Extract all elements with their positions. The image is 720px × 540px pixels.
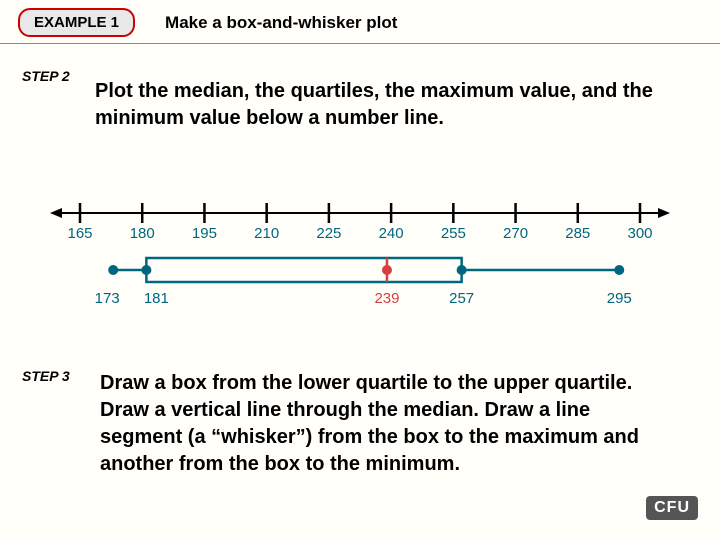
boxplot-diagram: 165 180 195 210 225 240 255 270 285 300 173 181 239 2… (50, 185, 670, 325)
svg-text:210: 210 (254, 225, 279, 242)
svg-text:240: 240 (379, 225, 404, 242)
svg-text:173: 173 (95, 290, 120, 307)
example-badge: EXAMPLE 1 (18, 8, 135, 37)
svg-text:295: 295 (607, 290, 632, 307)
step3-label: STEP 3 (22, 368, 70, 384)
step3-text: Draw a box from the lower quartile to th… (100, 370, 675, 478)
svg-text:165: 165 (67, 225, 92, 242)
step2-text: Plot the median, the quartiles, the maxi… (95, 78, 665, 132)
cfu-badge: CFU (646, 496, 698, 520)
header-title: Make a box-and-whisker plot (165, 13, 397, 33)
svg-text:257: 257 (449, 290, 474, 307)
svg-text:255: 255 (441, 225, 466, 242)
svg-text:195: 195 (192, 225, 217, 242)
step2-label: STEP 2 (22, 68, 70, 84)
svg-text:270: 270 (503, 225, 528, 242)
svg-text:225: 225 (316, 225, 341, 242)
svg-text:180: 180 (130, 225, 155, 242)
svg-text:300: 300 (627, 225, 652, 242)
svg-text:239: 239 (374, 290, 399, 307)
svg-text:181: 181 (144, 290, 169, 307)
svg-text:285: 285 (565, 225, 590, 242)
